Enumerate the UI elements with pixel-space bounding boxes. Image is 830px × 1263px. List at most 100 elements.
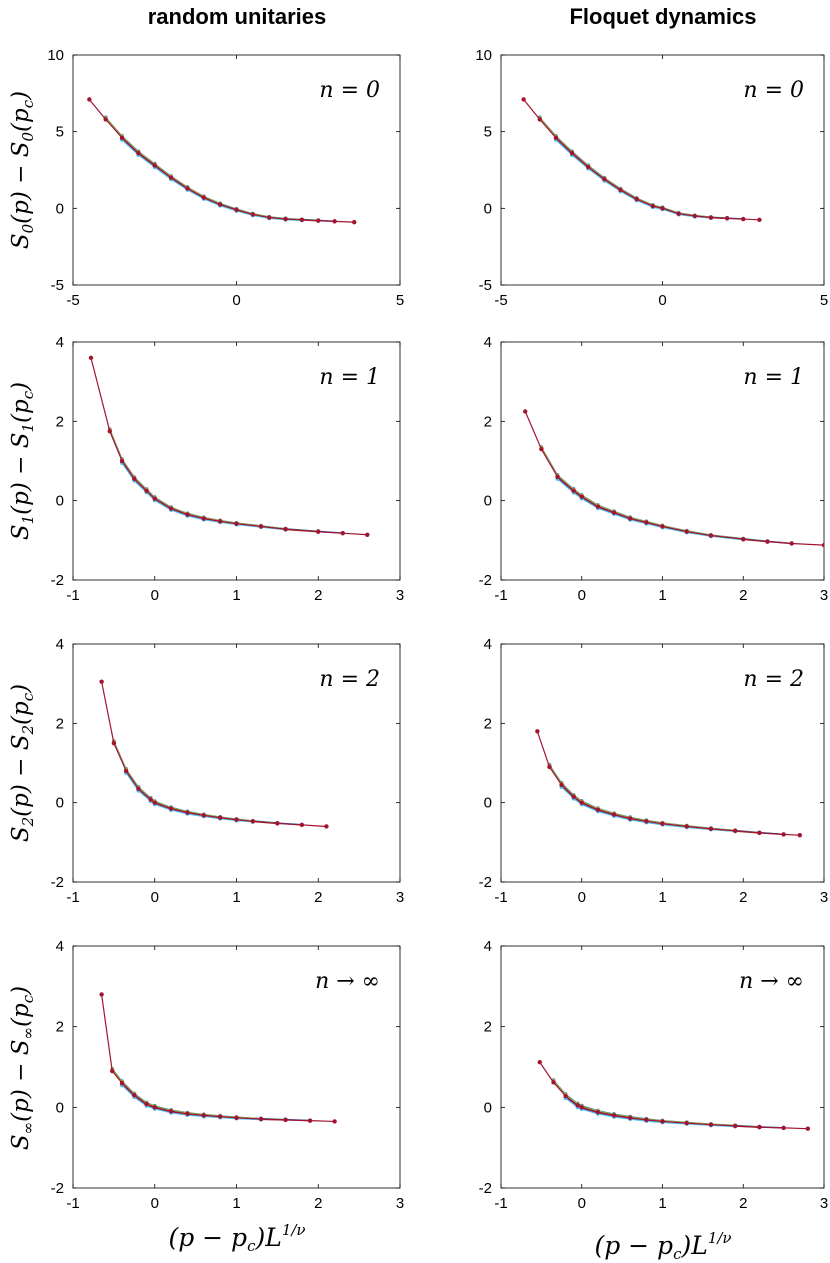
series-group xyxy=(535,729,802,838)
x-tick-label: 0 xyxy=(151,1195,159,1212)
y-tick-label: -2 xyxy=(51,572,64,589)
series-line xyxy=(540,448,768,542)
x-tick-label: 2 xyxy=(314,889,322,906)
data-point xyxy=(168,1109,174,1114)
data-point xyxy=(595,504,601,509)
data-point xyxy=(523,409,528,414)
series-line xyxy=(561,786,736,833)
y-tick-label: 5 xyxy=(56,124,64,141)
data-point xyxy=(684,1120,689,1126)
data-point xyxy=(283,216,288,222)
series-line-main xyxy=(524,411,824,546)
data-point xyxy=(132,476,137,482)
data-point xyxy=(547,764,552,770)
y-tick-label: 0 xyxy=(484,795,492,812)
y-tick-label: 4 xyxy=(56,636,64,653)
data-point xyxy=(537,1059,542,1065)
series-line-main xyxy=(523,99,760,221)
y-tick-label: 4 xyxy=(484,938,492,955)
y-tick-label: 4 xyxy=(484,636,492,653)
n-label: n → ∞ xyxy=(739,969,804,994)
data-point xyxy=(316,218,321,223)
series-line-main xyxy=(536,731,800,836)
n-label: n = 0 xyxy=(743,78,804,103)
series-line xyxy=(121,1084,262,1121)
data-point xyxy=(136,786,141,791)
data-point xyxy=(611,1113,617,1118)
y-tick-label: 5 xyxy=(484,124,492,141)
n-label: n = 1 xyxy=(319,365,380,390)
data-point xyxy=(111,740,117,746)
series-line xyxy=(553,1079,784,1129)
x-tick-label: 0 xyxy=(232,292,240,309)
x-tick-label: -5 xyxy=(494,292,507,309)
data-point xyxy=(119,458,125,464)
y-tick-label: 0 xyxy=(56,795,64,812)
series-line xyxy=(555,138,744,220)
series-group xyxy=(99,679,329,829)
data-point xyxy=(136,150,141,156)
data-point xyxy=(168,506,174,511)
x-tick-label: -1 xyxy=(494,1195,507,1212)
series-line xyxy=(111,1070,286,1121)
data-point xyxy=(185,512,190,517)
data-point xyxy=(732,828,738,834)
x-tick-label: 3 xyxy=(396,889,404,906)
data-point xyxy=(250,819,256,824)
x-tick-label: 0 xyxy=(151,587,159,604)
panel-4: -1 0 1 2 3 -2 0 2 4 n = 2 xyxy=(51,636,405,906)
y-tick-label: 0 xyxy=(56,200,64,217)
x-tick-label: 3 xyxy=(820,587,828,604)
series-group xyxy=(87,97,357,225)
series-line-main xyxy=(539,1061,808,1130)
data-point xyxy=(324,824,329,829)
data-point xyxy=(119,1080,125,1086)
data-point xyxy=(217,1114,223,1119)
x-tick-label: 1 xyxy=(658,1195,666,1212)
data-point xyxy=(676,211,681,216)
x-tick-label: -1 xyxy=(66,889,79,906)
column-title-random-unitaries: random unitaries xyxy=(148,4,326,29)
series-line xyxy=(113,742,278,824)
y-tick-label: 0 xyxy=(56,1099,64,1116)
data-point xyxy=(234,817,239,822)
data-point xyxy=(595,1109,601,1115)
data-point xyxy=(797,832,802,838)
series-line xyxy=(109,430,319,533)
x-tick-label: -1 xyxy=(66,1195,79,1212)
data-point xyxy=(88,355,94,361)
series-line xyxy=(105,118,319,222)
data-point xyxy=(644,520,649,525)
data-point xyxy=(148,797,153,802)
data-point xyxy=(708,533,714,538)
series-line xyxy=(109,429,343,534)
data-point xyxy=(168,175,174,180)
data-point xyxy=(537,117,542,122)
data-point xyxy=(258,524,264,529)
x-axis-label-left: (p − pc)L1/ν xyxy=(168,1221,305,1255)
data-point xyxy=(575,1103,580,1108)
x-tick-label: 1 xyxy=(658,587,666,604)
y-tick-label: 4 xyxy=(56,334,64,351)
series-group xyxy=(88,355,370,537)
x-tick-label: 5 xyxy=(820,292,828,309)
series-line xyxy=(539,117,712,218)
panel-6: -1 0 1 2 3 -2 0 2 4 n → ∞ xyxy=(51,938,405,1212)
x-tick-label: 3 xyxy=(396,1195,404,1212)
data-point xyxy=(234,1115,239,1121)
data-point xyxy=(644,819,649,824)
data-point xyxy=(660,206,665,211)
data-point xyxy=(234,521,239,526)
data-point xyxy=(595,807,601,813)
series-line xyxy=(539,117,744,220)
series-line xyxy=(565,1097,736,1128)
data-point xyxy=(110,1068,115,1074)
data-point xyxy=(332,219,337,224)
series-line xyxy=(121,138,319,222)
y-axis-label-row-0: S0(p) − S0(pc) xyxy=(8,91,37,249)
x-tick-label: -1 xyxy=(66,587,79,604)
panel-0: -5 0 5 -5 0 5 10 n = 0 xyxy=(47,47,404,309)
data-point xyxy=(299,217,305,223)
y-tick-label: -5 xyxy=(479,277,492,294)
data-point xyxy=(99,679,104,684)
